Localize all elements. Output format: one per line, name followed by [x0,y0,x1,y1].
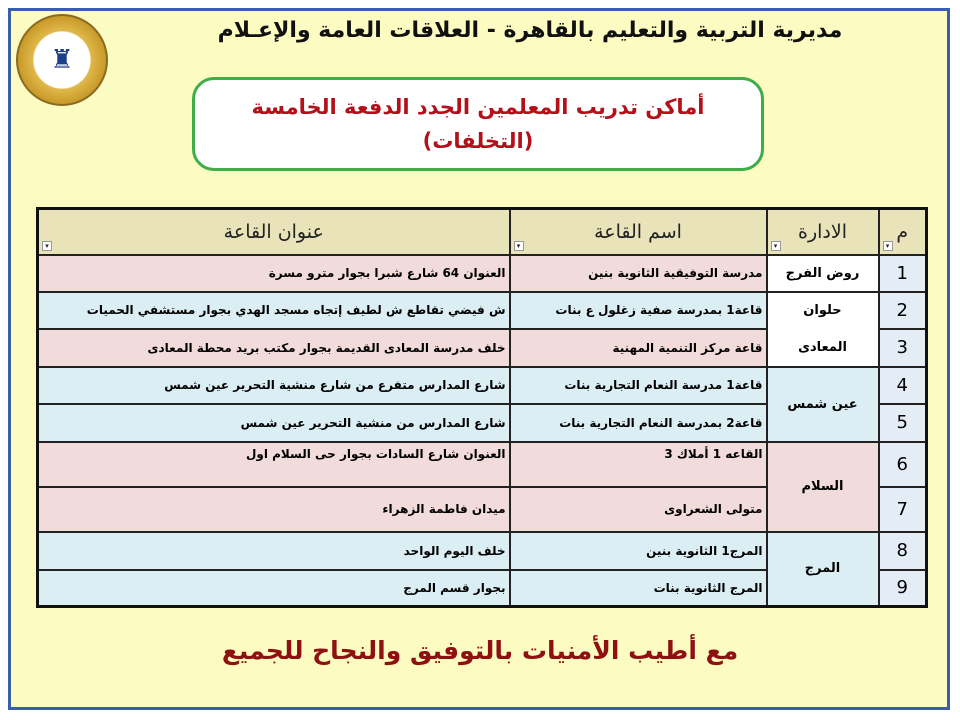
cell-num: 8 [877,530,928,571]
cell-hall: قاعة2 بمدرسة النعام التجارية بنات [508,402,768,443]
cell-num: 3 [877,327,928,368]
cell-address: ميدان فاطمة الزهراء [36,485,511,533]
header-hall[interactable]: اسم القاعة ▾ [508,207,768,256]
cell-hall: القاعه 1 أملاك 3 [508,440,768,488]
subtitle-box: أماكن تدريب المعلمين الجدد الدفعة الخامس… [192,77,764,171]
cell-address: ش فيضي تقاطع ش لطيف إتجاه مسجد الهدي بجو… [36,290,511,330]
cell-hall: قاعة1 مدرسة النعام التجارية بنات [508,365,768,405]
cell-address: العنوان 64 شارع شبرا بجوار مترو مسرة [36,253,511,293]
cell-address: خلف اليوم الواحد [36,530,511,571]
cell-admin: المرج [765,530,880,608]
cell-address: شارع المدارس من منشية التحرير عين شمس [36,402,511,443]
cell-admin: عين شمس [765,365,880,443]
dropdown-icon[interactable]: ▾ [513,240,524,251]
table-row: 4 عين شمس قاعة1 مدرسة النعام التجارية بنات… [36,365,928,443]
cell-admin: روض الفرج [765,253,880,293]
table-row: 8 المرج المرج1 الثانوية بنين خلف اليوم الوا… [36,530,928,608]
cell-address: العنوان شارع السادات بجوار حى السلام اول [36,440,511,488]
cell-num: 2 [877,290,928,330]
cell-address: شارع المدارس متفرع من شارع منشية التحرير… [36,365,511,405]
table-row: 5 قاعة2 بمدرسة النعام التجارية بنات شارع ا… [36,402,928,443]
dropdown-icon[interactable]: ▾ [42,240,52,251]
header-row: م ▾ الادارة ▾ اسم القاعة ▾ عنوان القاعة ▾ [36,207,928,256]
cell-num: 9 [877,568,928,608]
table-row: 7 متولى الشعراوى ميدان فاطمة الزهراء [36,485,928,533]
cell-num: 5 [877,402,928,443]
cell-admin: السلام [765,440,880,533]
cell-hall: المرج1 الثانوية بنين [508,530,768,571]
table-row: 9 المرج الثانوية بنات بجوار قسم المرج [36,568,928,608]
cell-admin: حلوان [765,290,880,329]
table-row: 6 السلام القاعه 1 أملاك 3 العنوان شارع السا… [36,440,928,533]
cell-hall: قاعة1 بمدرسة صفية زغلول ع بنات [508,290,768,330]
table-row: 2 حلوان قاعة1 بمدرسة صفية زغلول ع بنات ش في… [36,290,928,330]
cell-address: خلف مدرسة المعادى القديمة بجوار مكتب بري… [36,327,511,368]
header-num[interactable]: م ▾ [877,207,928,256]
cell-admin: المعادى [765,328,880,368]
subtitle-line1: أماكن تدريب المعلمين الجدد الدفعة الخامس… [251,95,705,119]
torch-icon: ♜ [40,38,84,82]
table-row: 3 المعادى قاعة مركز التنمية المهنية خلف مدر… [36,327,928,368]
cell-num: 6 [877,440,928,488]
filter-icon[interactable]: ▾ [882,240,893,251]
cell-hall: المرج الثانوية بنات [508,568,768,608]
subtitle-line2: (التخلفات) [422,129,534,153]
cell-num: 7 [877,485,928,533]
cell-hall: مدرسة التوفيقية الثانوية بنين [508,253,768,293]
cell-hall: متولى الشعراوى [508,485,768,533]
page-title: مديرية التربية والتعليم بالقاهرة - العلا… [217,18,843,43]
cell-hall: قاعة مركز التنمية المهنية [508,327,768,368]
logo: ♜ [16,14,108,106]
table-row: 1 روض الفرج مدرسة التوفيقية الثانوية بنين ا… [36,253,928,293]
cell-address: بجوار قسم المرج [36,568,511,608]
cell-num: 1 [877,253,928,293]
dropdown-icon[interactable]: ▾ [770,240,781,251]
header-admin[interactable]: الادارة ▾ [765,207,880,256]
cell-num: 4 [877,365,928,405]
header-address[interactable]: عنوان القاعة ▾ [36,207,511,256]
footer-message: مع أطيب الأمنيات بالتوفيق والنجاح للجميع [221,636,739,665]
